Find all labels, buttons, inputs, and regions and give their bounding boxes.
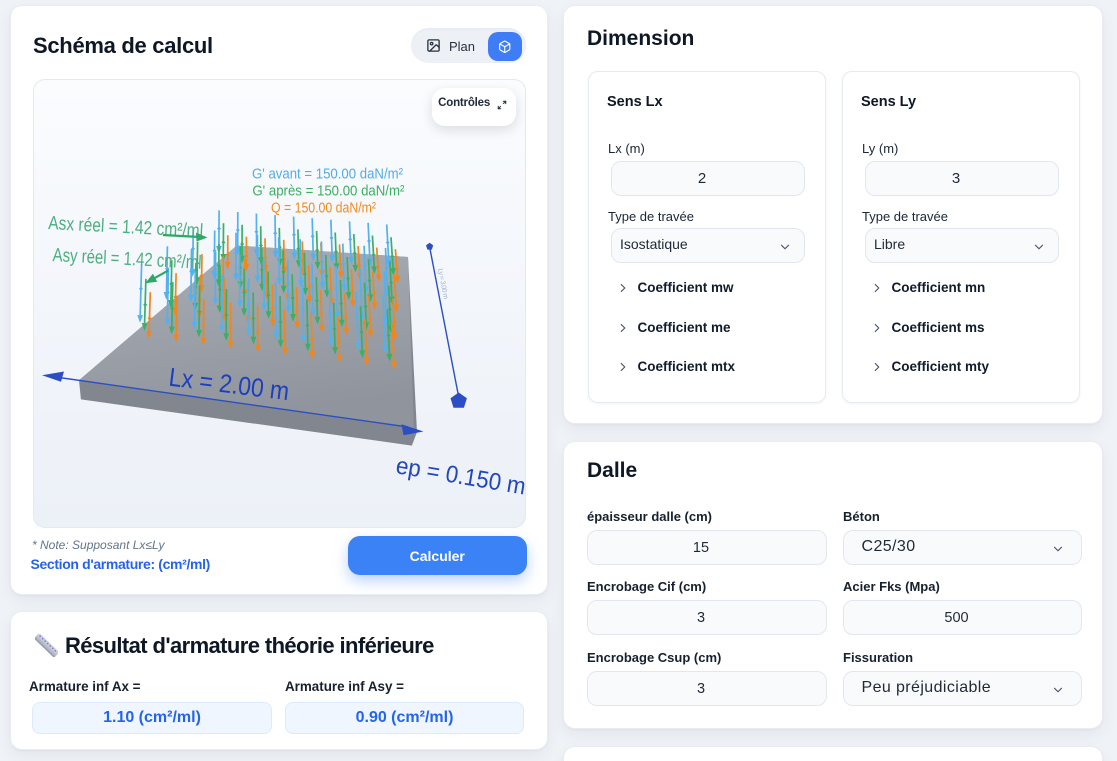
svg-text:Q = 150.00 daN/m²: Q = 150.00 daN/m² — [271, 200, 376, 217]
svg-text:G' après = 150.00 daN/m²: G' après = 150.00 daN/m² — [252, 183, 404, 200]
svg-text:G' avant = 150.00 daN/m²: G' avant = 150.00 daN/m² — [252, 165, 403, 182]
svg-text:Asy réel = 1.42 cm²/ml: Asy réel = 1.42 cm²/ml — [52, 245, 202, 274]
svg-text:Asx réel = 1.42 cm²/ml: Asx réel = 1.42 cm²/ml — [47, 213, 203, 242]
svg-text:Ly = 3.00 m: Ly = 3.00 m — [436, 268, 449, 300]
svg-text:ep = 0.150 m: ep = 0.150 m — [394, 452, 526, 500]
